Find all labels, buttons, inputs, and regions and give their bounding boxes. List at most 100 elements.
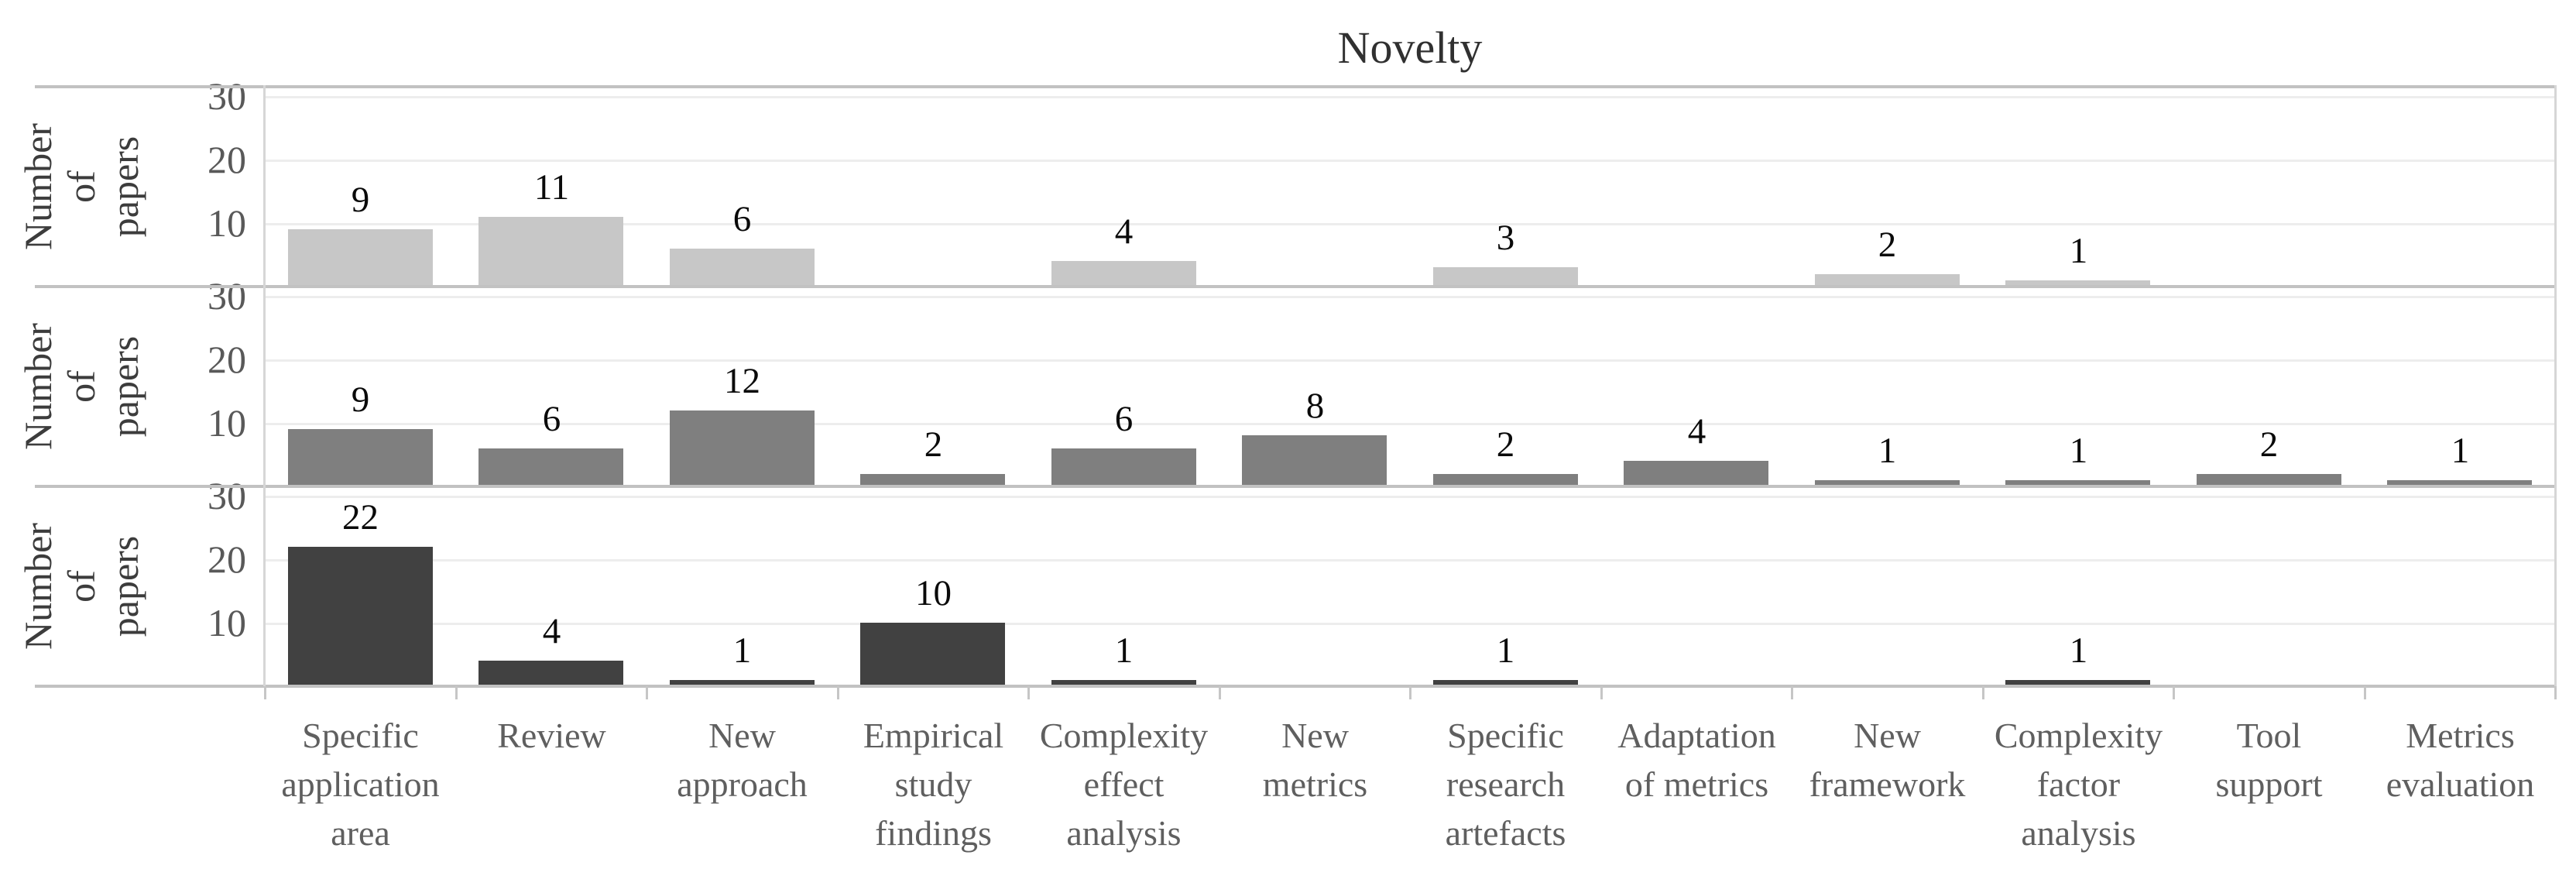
x-tick-mark <box>2173 686 2175 699</box>
gridline <box>265 496 2555 498</box>
bar-value-label: 1 <box>2069 431 2088 471</box>
y-tick-label: 10 <box>208 601 246 644</box>
bar-value-label: 4 <box>542 611 561 651</box>
bar <box>1624 461 1768 486</box>
bar <box>288 229 433 287</box>
bar-value-label: 1 <box>1496 630 1515 671</box>
bar <box>1815 274 1960 287</box>
y-axis-title-text: Number of papers <box>16 323 146 450</box>
bar-value-label: 6 <box>542 399 561 439</box>
bar <box>1051 448 1196 486</box>
bar <box>1433 474 1578 486</box>
y-tick-label: 20 <box>208 538 246 581</box>
gridline <box>265 160 2555 162</box>
bar <box>1433 267 1578 287</box>
bar <box>478 217 623 287</box>
y-axis-title: Number of papers <box>16 486 146 686</box>
bar <box>288 547 433 686</box>
x-tick-mark <box>837 686 839 699</box>
bar <box>478 448 623 486</box>
bar-value-label: 9 <box>351 380 370 420</box>
y-tick-label: 10 <box>208 201 246 245</box>
bar-value-label: 2 <box>2259 424 2279 465</box>
bar <box>860 474 1005 486</box>
bar <box>1051 680 1196 686</box>
gridline <box>265 423 2555 425</box>
y-tick-label: 30 <box>208 474 246 517</box>
bar <box>1815 480 1960 486</box>
bar-value-label: 6 <box>1114 399 1134 439</box>
bar-value-label: 8 <box>1305 386 1325 426</box>
bar-value-label: 2 <box>924 424 943 465</box>
chart-title: Novelty <box>1337 22 1483 73</box>
y-tick-label: 20 <box>208 138 246 181</box>
gridline <box>265 223 2555 225</box>
bar-value-label: 3 <box>1496 218 1515 258</box>
gridline <box>265 359 2555 362</box>
y-tick-label: 30 <box>208 74 246 118</box>
x-category-label: Tool support <box>2215 716 2323 804</box>
bar <box>670 680 815 686</box>
bar-value-label: 12 <box>724 361 760 401</box>
bar-value-label: 6 <box>732 199 752 239</box>
x-category-label: Complexity effect analysis <box>1039 716 1209 853</box>
x-tick-mark <box>1982 686 1984 699</box>
x-category-label: Complexity factor analysis <box>1994 716 2163 853</box>
x-tick-mark <box>1027 686 1030 699</box>
x-tick-mark <box>1791 686 1793 699</box>
bar-value-label: 9 <box>351 180 370 220</box>
y-axis-title: Number of papers <box>16 287 146 486</box>
bar-value-label: 2 <box>1496 424 1515 465</box>
x-tick-mark <box>1409 686 1411 699</box>
x-category-label: New approach <box>677 716 808 804</box>
y-tick-label: 20 <box>208 338 246 381</box>
x-category-label: Empirical study findings <box>863 716 1004 853</box>
bar-value-label: 1 <box>1114 630 1134 671</box>
bar <box>2387 480 2532 486</box>
bar <box>2005 280 2150 287</box>
bar-value-label: 1 <box>2069 630 2088 671</box>
bar-value-label: 1 <box>1878 431 1897 471</box>
axis-line-x <box>35 685 2557 688</box>
x-category-label: New framework <box>1809 716 1966 804</box>
gridline <box>265 96 2555 98</box>
x-category-label: Review <box>497 716 606 755</box>
bar-value-label: 11 <box>533 167 570 208</box>
gridline <box>265 296 2555 298</box>
panel-border <box>35 85 2557 88</box>
bar-value-label: 1 <box>732 630 752 671</box>
bar <box>860 623 1005 686</box>
x-tick-mark <box>2364 686 2366 699</box>
gridline <box>265 623 2555 625</box>
gridline <box>265 559 2555 562</box>
x-category-label: Adaptation of metrics <box>1617 716 1776 804</box>
bar <box>1051 261 1196 287</box>
bar-value-label: 2 <box>1878 225 1897 265</box>
x-category-label: Specific research artefacts <box>1445 716 1566 853</box>
bar-value-label: 4 <box>1687 411 1706 452</box>
axis-line-y-right <box>2554 85 2557 686</box>
bar <box>2005 680 2150 686</box>
y-tick-label: 30 <box>208 274 246 318</box>
y-axis-title-text: Number of papers <box>16 123 146 250</box>
x-tick-mark <box>264 686 266 699</box>
y-tick-label: 10 <box>208 401 246 445</box>
x-tick-mark <box>646 686 648 699</box>
bar <box>2197 474 2341 486</box>
bar <box>478 661 623 686</box>
bar <box>670 410 815 486</box>
panel-border <box>35 485 2557 488</box>
x-tick-mark <box>2554 686 2557 699</box>
bar-value-label: 1 <box>2451 431 2470 471</box>
bar-value-label: 10 <box>915 573 952 613</box>
bar-value-label: 4 <box>1114 211 1134 252</box>
bar-value-label: 1 <box>2069 231 2088 271</box>
bar-value-label: 22 <box>342 497 379 538</box>
bar <box>1433 680 1578 686</box>
y-axis-title: Number of papers <box>16 87 146 287</box>
x-category-label: Specific application area <box>281 716 440 853</box>
x-tick-mark <box>1219 686 1221 699</box>
bar <box>288 429 433 486</box>
bar <box>2005 480 2150 486</box>
